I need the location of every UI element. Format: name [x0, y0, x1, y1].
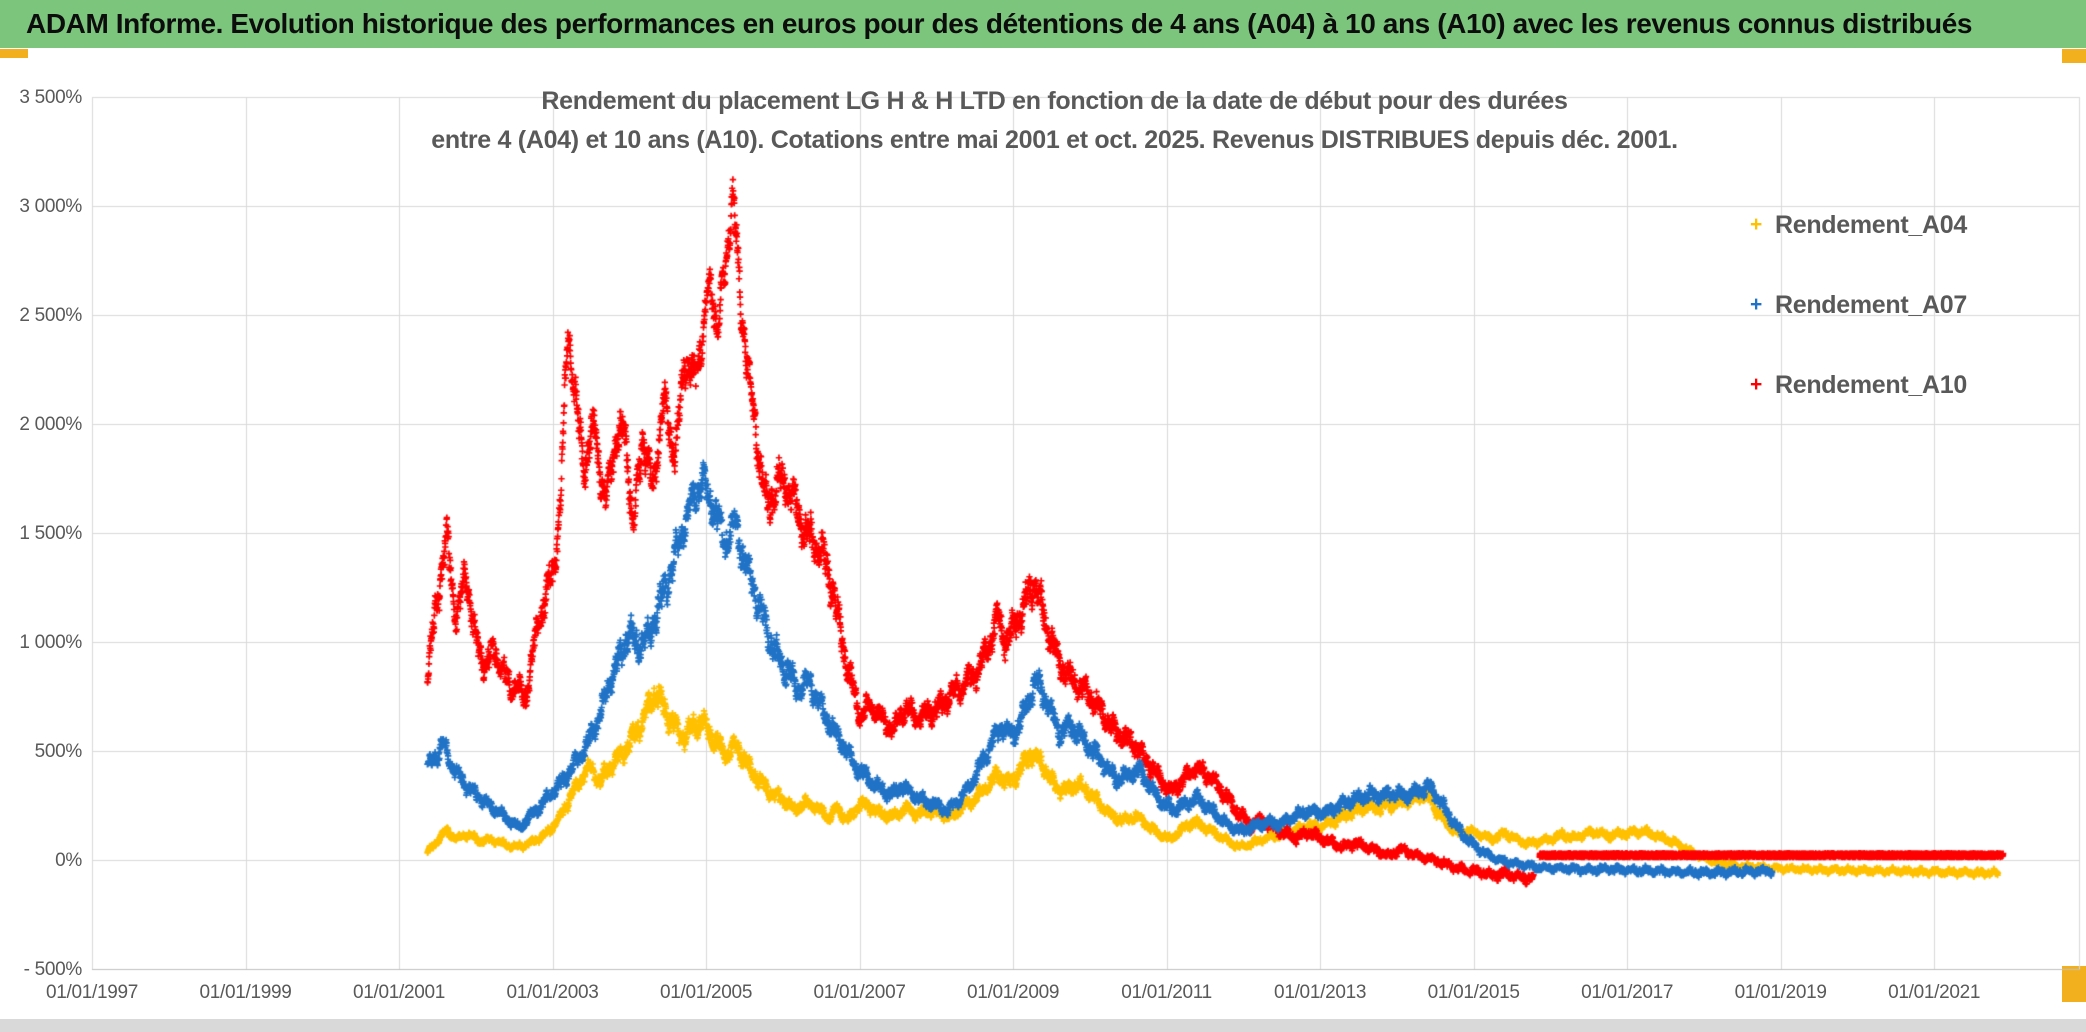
y-tick-label: 3 500%	[19, 87, 82, 108]
chart-title-line2: entre 4 (A04) et 10 ans (A10). Cotations…	[431, 126, 1678, 154]
plus-marker-icon: +	[1750, 373, 1762, 396]
legend-label: Rendement_A04	[1774, 210, 1967, 239]
plus-marker-icon: +	[1750, 293, 1762, 316]
x-tick-label: 01/01/2003	[506, 982, 599, 1003]
legend-item-a07[interactable]: + Rendement_A07	[1750, 288, 1967, 322]
plus-marker-icon: +	[1750, 213, 1762, 236]
y-tick-label: 1 000%	[19, 632, 82, 653]
x-tick-label: 01/01/1997	[45, 982, 139, 1003]
y-tick-label: 2 500%	[19, 305, 82, 326]
x-tick-label: 01/01/2005	[660, 982, 753, 1003]
x-tick-label: 01/01/2021	[1888, 982, 1981, 1003]
y-tick-label: 2 000%	[19, 414, 82, 435]
legend-label: Rendement_A10	[1774, 370, 1967, 399]
x-tick-label: 01/01/2019	[1734, 982, 1827, 1003]
y-tick-label: 0%	[55, 850, 82, 871]
x-tick-label: 01/01/2009	[967, 982, 1060, 1003]
legend-item-a04[interactable]: + Rendement_A04	[1750, 208, 1967, 242]
bottom-edge-strip	[0, 1019, 2086, 1032]
x-tick-label: 01/01/2017	[1581, 982, 1674, 1003]
y-tick-label: 3 000%	[19, 196, 82, 217]
y-tick-label: - 500%	[23, 959, 83, 980]
y-tick-label: 500%	[34, 741, 83, 762]
x-tick-label: 01/01/2001	[352, 982, 446, 1003]
legend-item-a10[interactable]: + Rendement_A10	[1750, 368, 1967, 402]
chart-title-line1: Rendement du placement LG H & H LTD en f…	[541, 87, 1568, 115]
x-tick-label: 01/01/2007	[813, 982, 906, 1003]
chart-title: Rendement du placement LG H & H LTD en f…	[92, 82, 2017, 160]
x-tick-label: 01/01/2011	[1121, 982, 1212, 1003]
x-tick-label: 01/01/2013	[1274, 982, 1367, 1003]
legend-label: Rendement_A07	[1774, 290, 1967, 319]
x-tick-label: 01/01/1999	[199, 982, 292, 1003]
y-tick-label: 1 500%	[19, 523, 82, 544]
x-tick-label: 01/01/2015	[1427, 982, 1520, 1003]
